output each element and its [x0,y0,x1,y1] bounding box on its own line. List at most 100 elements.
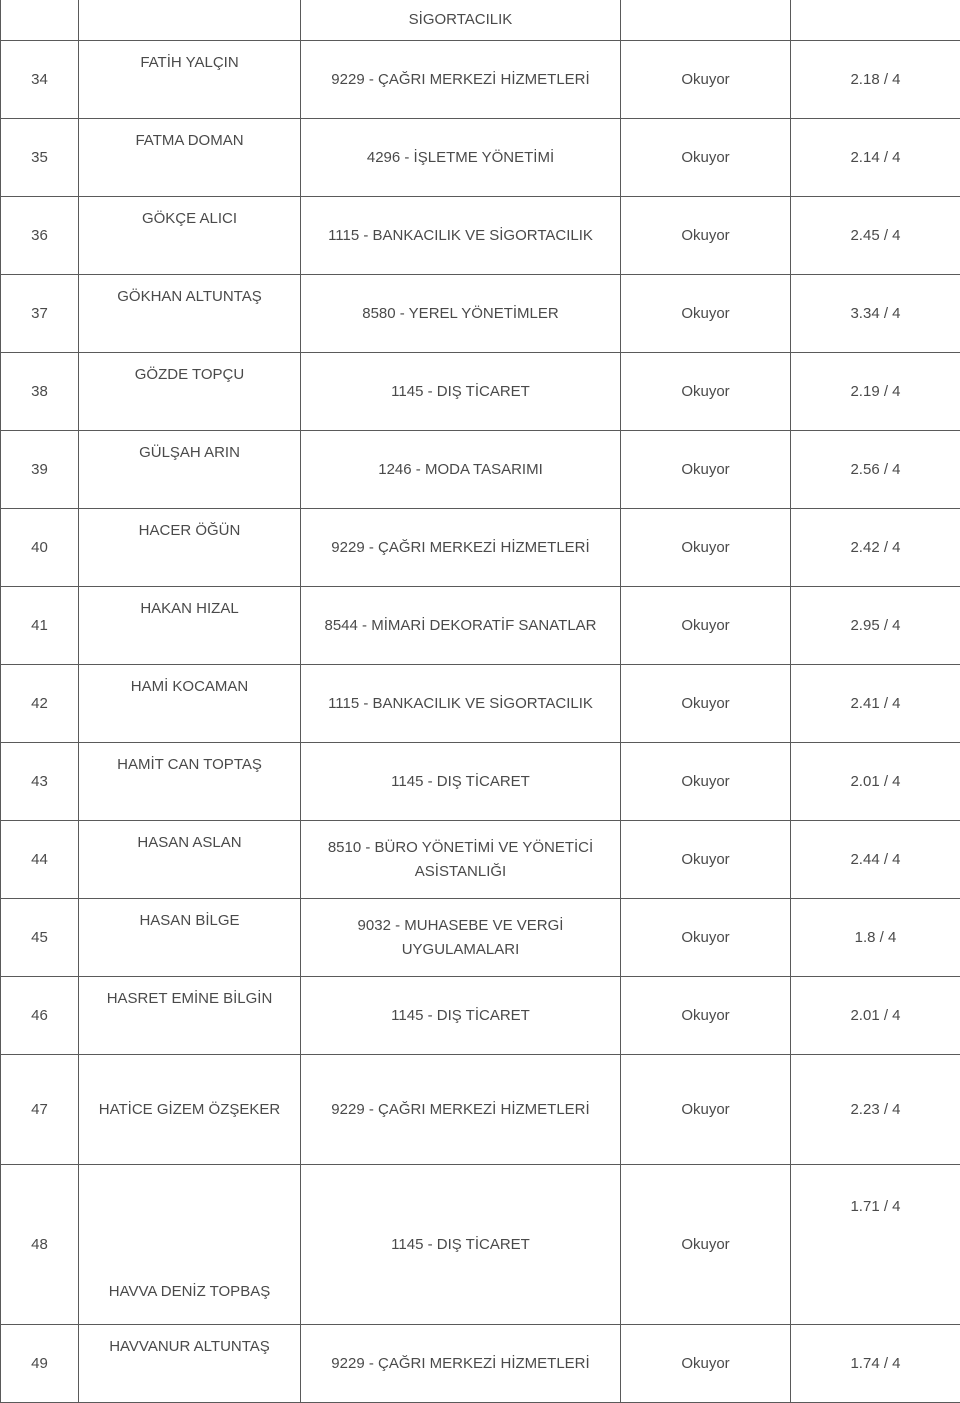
cell-num [1,0,79,41]
cell-stat [621,0,791,41]
cell-status: Okuyor [621,1165,791,1325]
cell-name: HASRET EMİNE BİLGİN [79,977,301,1055]
cell-status: Okuyor [621,1055,791,1165]
cell-status: Okuyor [621,509,791,587]
cell-status: Okuyor [621,353,791,431]
table-row: 44HASAN ASLAN8510 - BÜRO YÖNETİMİ VE YÖN… [1,821,960,899]
student-table: SİGORTACILIK34FATİH YALÇIN9229 - ÇAĞRI M… [0,0,960,1403]
cell-status: Okuyor [621,665,791,743]
cell-program: 1145 - DIŞ TİCARET [301,1165,621,1325]
cell-prog: SİGORTACILIK [301,0,621,41]
cell-num: 47 [1,1055,79,1165]
cell-program: 8580 - YEREL YÖNETİMLER [301,275,621,353]
cell-grade: 2.56 / 4 [791,431,960,509]
cell-status: Okuyor [621,197,791,275]
table-row: 34FATİH YALÇIN9229 - ÇAĞRI MERKEZİ HİZME… [1,41,960,119]
cell-name: HATİCE GİZEM ÖZŞEKER [79,1055,301,1165]
cell-status: Okuyor [621,821,791,899]
table-row-fragment: SİGORTACILIK [1,0,960,41]
table-row: 36GÖKÇE ALICI1115 - BANKACILIK VE SİGORT… [1,197,960,275]
cell-program: 1145 - DIŞ TİCARET [301,743,621,821]
cell-num: 48 [1,1165,79,1325]
cell-status: Okuyor [621,977,791,1055]
cell-num: 43 [1,743,79,821]
cell-name: HACER ÖĞÜN [79,509,301,587]
cell-status: Okuyor [621,743,791,821]
cell-status: Okuyor [621,587,791,665]
cell-program: 1115 - BANKACILIK VE SİGORTACILIK [301,665,621,743]
cell-num: 46 [1,977,79,1055]
cell-num: 45 [1,899,79,977]
cell-num: 34 [1,41,79,119]
table-row: 39GÜLŞAH ARIN1246 - MODA TASARIMIOkuyor2… [1,431,960,509]
cell-program: 8544 - MİMARİ DEKORATİF SANATLAR [301,587,621,665]
cell-name [79,0,301,41]
cell-program: 9229 - ÇAĞRI MERKEZİ HİZMETLERİ [301,1055,621,1165]
cell-status: Okuyor [621,119,791,197]
cell-grade: 2.14 / 4 [791,119,960,197]
cell-name: HAMİT CAN TOPTAŞ [79,743,301,821]
cell-grade: 2.95 / 4 [791,587,960,665]
cell-grade: 2.41 / 4 [791,665,960,743]
cell-status: Okuyor [621,41,791,119]
cell-program: 9229 - ÇAĞRI MERKEZİ HİZMETLERİ [301,1325,621,1403]
cell-name: GÜLŞAH ARIN [79,431,301,509]
table-row: 35FATMA DOMAN4296 - İŞLETME YÖNETİMİOkuy… [1,119,960,197]
cell-grade: 2.23 / 4 [791,1055,960,1165]
table-row: 42HAMİ KOCAMAN1115 - BANKACILIK VE SİGOR… [1,665,960,743]
cell-grade: 2.45 / 4 [791,197,960,275]
cell-grade: 2.42 / 4 [791,509,960,587]
table-row: 41HAKAN HIZAL8544 - MİMARİ DEKORATİF SAN… [1,587,960,665]
cell-num: 40 [1,509,79,587]
cell-program: 1115 - BANKACILIK VE SİGORTACILIK [301,197,621,275]
cell-num: 39 [1,431,79,509]
cell-grade: 2.18 / 4 [791,41,960,119]
table-row: 38GÖZDE TOPÇU1145 - DIŞ TİCARETOkuyor2.1… [1,353,960,431]
table-row: 40HACER ÖĞÜN9229 - ÇAĞRI MERKEZİ HİZMETL… [1,509,960,587]
cell-grade: 3.34 / 4 [791,275,960,353]
table-row: 48HAVVA DENİZ TOPBAŞ1145 - DIŞ TİCARETOk… [1,1165,960,1325]
cell-grade: 2.01 / 4 [791,743,960,821]
table-row: 43HAMİT CAN TOPTAŞ1145 - DIŞ TİCARETOkuy… [1,743,960,821]
cell-num: 42 [1,665,79,743]
cell-status: Okuyor [621,275,791,353]
cell-num: 35 [1,119,79,197]
cell-status: Okuyor [621,1325,791,1403]
cell-program: 8510 - BÜRO YÖNETİMİ VE YÖNETİCİ ASİSTAN… [301,821,621,899]
table-row: 37GÖKHAN ALTUNTAŞ8580 - YEREL YÖNETİMLER… [1,275,960,353]
cell-program: 9032 - MUHASEBE VE VERGİ UYGULAMALARI [301,899,621,977]
cell-num: 41 [1,587,79,665]
cell-name: HASAN BİLGE [79,899,301,977]
cell-name: HAVVANUR ALTUNTAŞ [79,1325,301,1403]
table-row: 47HATİCE GİZEM ÖZŞEKER9229 - ÇAĞRI MERKE… [1,1055,960,1165]
cell-grade: 1.8 / 4 [791,899,960,977]
cell-grade: 1.71 / 4 [791,1165,960,1325]
cell-name: GÖKHAN ALTUNTAŞ [79,275,301,353]
cell-num: 37 [1,275,79,353]
cell-num: 44 [1,821,79,899]
cell-name: FATMA DOMAN [79,119,301,197]
cell-program: 1145 - DIŞ TİCARET [301,353,621,431]
table-row: 45HASAN BİLGE9032 - MUHASEBE VE VERGİ UY… [1,899,960,977]
cell-program: 9229 - ÇAĞRI MERKEZİ HİZMETLERİ [301,509,621,587]
cell-num: 38 [1,353,79,431]
cell-num: 49 [1,1325,79,1403]
cell-num: 36 [1,197,79,275]
cell-grade [791,0,960,41]
cell-grade: 1.74 / 4 [791,1325,960,1403]
cell-name: FATİH YALÇIN [79,41,301,119]
cell-status: Okuyor [621,899,791,977]
cell-name: HAVVA DENİZ TOPBAŞ [79,1165,301,1325]
cell-name: GÖKÇE ALICI [79,197,301,275]
cell-name: HASAN ASLAN [79,821,301,899]
table-row: 49HAVVANUR ALTUNTAŞ9229 - ÇAĞRI MERKEZİ … [1,1325,960,1403]
cell-name: GÖZDE TOPÇU [79,353,301,431]
cell-grade: 2.44 / 4 [791,821,960,899]
cell-grade: 2.01 / 4 [791,977,960,1055]
cell-program: 9229 - ÇAĞRI MERKEZİ HİZMETLERİ [301,41,621,119]
table-row: 46HASRET EMİNE BİLGİN1145 - DIŞ TİCARETO… [1,977,960,1055]
cell-name: HAMİ KOCAMAN [79,665,301,743]
cell-grade: 2.19 / 4 [791,353,960,431]
cell-program: 4296 - İŞLETME YÖNETİMİ [301,119,621,197]
cell-name: HAKAN HIZAL [79,587,301,665]
